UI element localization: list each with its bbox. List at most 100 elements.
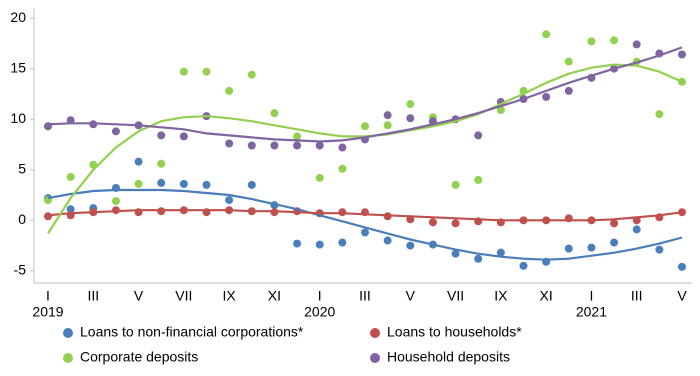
- data-point: [134, 179, 143, 188]
- data-point: [496, 248, 505, 257]
- data-point: [315, 141, 324, 150]
- data-point: [406, 100, 415, 109]
- data-point: [655, 245, 664, 254]
- data-point: [179, 132, 188, 141]
- legend-label: Loans to non-financial corporations*: [80, 324, 304, 340]
- data-point: [157, 159, 166, 168]
- data-point: [270, 141, 279, 150]
- data-point: [610, 238, 619, 247]
- data-point: [361, 122, 369, 131]
- data-point: [111, 127, 120, 136]
- data-point: [564, 57, 573, 66]
- data-point: [496, 106, 505, 115]
- x-tick-label: I: [318, 288, 322, 304]
- data-point: [315, 173, 324, 182]
- data-point: [225, 196, 234, 205]
- x-tick-label: XI: [268, 288, 281, 304]
- data-point: [338, 164, 347, 173]
- data-point: [519, 261, 528, 270]
- data-point: [655, 110, 664, 119]
- data-point: [428, 218, 437, 227]
- data-point: [383, 236, 392, 245]
- data-point: [225, 139, 234, 148]
- y-tick-label: 10: [10, 110, 26, 126]
- data-point: [451, 219, 460, 228]
- data-point: [474, 175, 483, 184]
- data-point: [564, 86, 573, 95]
- x-tick-label: III: [87, 288, 99, 304]
- trend-line: [47, 63, 683, 235]
- x-tick-label: I: [589, 288, 593, 304]
- data-point: [293, 239, 302, 248]
- data-point: [610, 219, 619, 228]
- data-point: [678, 50, 686, 59]
- data-point: [361, 228, 369, 237]
- data-point: [247, 180, 256, 189]
- x-tick-label: IX: [223, 288, 237, 304]
- data-point: [270, 109, 279, 118]
- x-tick-label: V: [134, 288, 144, 304]
- y-tick-label: 15: [10, 59, 26, 75]
- data-point: [678, 77, 686, 86]
- data-point: [293, 132, 302, 141]
- data-point: [474, 254, 483, 263]
- data-point: [632, 40, 641, 49]
- x-tick-label: V: [406, 288, 416, 304]
- data-point: [179, 179, 188, 188]
- legend-marker: [370, 353, 380, 363]
- data-point: [451, 249, 460, 258]
- x-tick-label: VII: [175, 288, 192, 304]
- x-tick-label: IX: [494, 288, 508, 304]
- year-label: 2020: [304, 304, 335, 320]
- data-point: [610, 36, 619, 45]
- x-tick-label: XI: [540, 288, 553, 304]
- data-point: [564, 244, 573, 253]
- year-label: 2021: [576, 304, 607, 320]
- trend-line: [47, 188, 683, 261]
- data-point: [202, 180, 211, 189]
- data-point: [632, 225, 641, 234]
- legend-label: Household deposits: [387, 349, 510, 365]
- data-point: [44, 212, 52, 221]
- data-point: [383, 121, 392, 130]
- legend-marker: [63, 328, 73, 338]
- data-point: [406, 114, 415, 123]
- data-point: [293, 141, 302, 150]
- y-tick-label: 0: [18, 211, 26, 227]
- y-tick-label: -5: [14, 262, 27, 278]
- data-point: [66, 205, 75, 214]
- x-tick-label: III: [359, 288, 371, 304]
- data-point: [134, 157, 143, 166]
- x-tick-label: V: [677, 288, 687, 304]
- y-tick-label: 20: [10, 9, 26, 25]
- data-point: [542, 30, 551, 39]
- data-point: [338, 143, 347, 152]
- data-point: [225, 86, 234, 95]
- data-point: [247, 70, 256, 79]
- x-tick-label: III: [631, 288, 643, 304]
- data-point: [111, 197, 120, 206]
- data-point: [66, 172, 75, 181]
- data-point: [383, 111, 392, 120]
- x-tick-label: I: [46, 288, 50, 304]
- y-tick-label: 5: [18, 160, 26, 176]
- legend-label: Corporate deposits: [80, 349, 198, 365]
- data-point: [587, 243, 596, 252]
- trend-line: [47, 46, 683, 143]
- data-point: [678, 262, 686, 271]
- data-point: [157, 131, 166, 140]
- data-point: [179, 67, 188, 76]
- data-point: [587, 37, 596, 46]
- legend-marker: [63, 353, 73, 363]
- data-point: [406, 241, 415, 250]
- data-point: [338, 238, 347, 247]
- data-point: [542, 92, 551, 101]
- trend-line: [47, 209, 683, 222]
- data-point: [474, 131, 483, 140]
- data-point: [202, 67, 211, 76]
- data-point: [315, 240, 324, 249]
- data-point: [451, 180, 460, 189]
- year-label: 2019: [32, 304, 63, 320]
- x-tick-label: VII: [447, 288, 464, 304]
